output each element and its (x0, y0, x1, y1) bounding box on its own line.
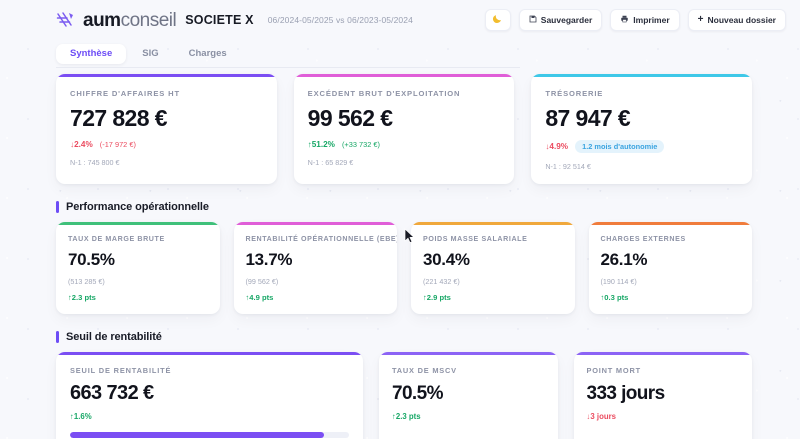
perf-card-charges-externes[interactable]: CHARGES EXTERNES 26.1% (190 114 €) ↑0.3 … (588, 222, 752, 315)
card-accent-bar (588, 222, 752, 225)
perf-card-rentabilite-ebe[interactable]: RENTABILITÉ OPÉRATIONNELLE (EBE) 13.7% (… (233, 222, 398, 315)
period-range: 06/2024-05/2025 vs 06/2023-05/2024 (267, 15, 413, 25)
kpi-value: 70.5% (68, 250, 115, 270)
seuil-card-rentabilite[interactable]: SEUIL DE RENTABILITÉ 663 732 € ↑1.6% ✓ M… (56, 352, 363, 439)
aumconseil-logo-icon (54, 9, 76, 31)
kpi-label: EXCÉDENT BRUT D'EXPLOITATION (307, 89, 461, 98)
section-title: Seuil de rentabilité (66, 331, 162, 344)
kpi-label: RENTABILITÉ OPÉRATIONNELLE (EBE) (245, 235, 398, 244)
tab-charges[interactable]: Charges (188, 48, 227, 59)
card-accent-bar (56, 352, 363, 355)
card-accent-bar (233, 222, 397, 225)
print-button-label: Imprimer (633, 15, 670, 25)
kpi-delta-points: ↑4.9 pts (245, 293, 274, 303)
kpi-previous-year: N-1 : 92 514 € (545, 162, 591, 172)
card-accent-bar (56, 74, 277, 77)
tab-sig[interactable]: SIG (142, 48, 159, 59)
kpi-delta: ↓4.9% (545, 142, 569, 152)
kpi-delta: ↓2.4% (70, 140, 93, 149)
card-accent-bar (531, 74, 752, 77)
card-accent-bar (293, 74, 515, 77)
section-title: Performance opérationnelle (66, 201, 209, 214)
kpi-card-tresorerie[interactable]: TRÉSORERIE 87 947 € ↓4.9% 1.2 mois d'aut… (531, 74, 752, 185)
kpi-value: 727 828 € (70, 105, 168, 131)
kpi-delta-points: ↑2.9 pts (423, 293, 451, 303)
perf-card-masse-salariale[interactable]: POIDS MASSE SALARIALE 30.4% (221 432 €) … (411, 222, 575, 315)
kpi-label: CHARGES EXTERNES (600, 235, 686, 244)
card-accent-bar (379, 352, 558, 355)
plus-icon: + (697, 14, 704, 25)
kpi-delta-points: ↑1.6% (70, 412, 92, 422)
kpi-value: 87 947 € (545, 105, 631, 131)
kpi-previous-year: N-1 : 65 829 € (307, 158, 354, 167)
section-accent-bar (56, 331, 59, 344)
brand-name-light: conseil (120, 9, 177, 31)
brand-name-bold: aum (83, 9, 121, 31)
kpi-value: 99 562 € (307, 105, 393, 131)
brand-name: aumconseil (83, 9, 177, 31)
kpi-value: 663 732 € (70, 382, 154, 405)
kpi-delta-points: ↑0.3 pts (600, 293, 629, 303)
kpi-delta-absolute: (-17 972 €) (99, 140, 136, 149)
dashboard-content: CHIFFRE D'AFFAIRES HT 727 828 € ↓2.4% (-… (0, 68, 800, 439)
kpi-delta-absolute: (+33 732 €) (341, 140, 380, 149)
new-folder-button[interactable]: + Nouveau dossier (687, 9, 786, 31)
theme-toggle-button[interactable] (484, 9, 511, 31)
performance-grid: TAUX DE MARGE BRUTE 70.5% (513 285 €) ↑2… (56, 222, 752, 315)
kpi-label: SEUIL DE RENTABILITÉ (70, 366, 172, 376)
kpi-label: TRÉSORERIE (545, 89, 604, 98)
seuil-card-taux-mscv[interactable]: TAUX DE MSCV 70.5% ↑2.3 pts (379, 352, 558, 439)
tabs-bar: Synthèse SIG Charges (0, 40, 800, 68)
progress-bar-track (70, 432, 349, 439)
seuil-grid: SEUIL DE RENTABILITÉ 663 732 € ↑1.6% ✓ M… (56, 352, 752, 439)
seuil-card-point-mort[interactable]: POINT MORT 333 jours ↓3 jours (573, 352, 752, 439)
progress-bar-fill (70, 432, 324, 439)
kpi-value: 13.7% (245, 250, 293, 270)
brand-logo-group[interactable]: aumconseil (54, 9, 177, 31)
tabs-divider (56, 67, 520, 68)
kpi-value: 333 jours (586, 383, 666, 405)
kpi-label: POINT MORT (586, 366, 641, 376)
app-header: aumconseil SOCIETE X 06/2024-05/2025 vs … (0, 0, 800, 40)
kpi-delta-points: ↓3 jours (586, 412, 616, 422)
kpi-label: CHIFFRE D'AFFAIRES HT (70, 89, 180, 98)
printer-icon (620, 15, 629, 25)
kpi-amount: (221 432 €) (423, 277, 460, 287)
tab-synthese[interactable]: Synthèse (56, 44, 127, 64)
card-accent-bar (411, 222, 575, 225)
top-kpi-grid: CHIFFRE D'AFFAIRES HT 727 828 € ↓2.4% (-… (56, 74, 752, 185)
print-button[interactable]: Imprimer (610, 9, 680, 31)
kpi-amount: (513 285 €) (68, 277, 105, 287)
moon-icon (492, 11, 503, 29)
kpi-previous-year: N-1 : 745 800 € (70, 158, 120, 167)
card-accent-bar (573, 352, 752, 355)
kpi-value: 70.5% (392, 383, 443, 405)
kpi-card-ebe[interactable]: EXCÉDENT BRUT D'EXPLOITATION 99 562 € ↑5… (293, 74, 515, 185)
autonomy-badge: 1.2 mois d'autonomie (575, 140, 665, 154)
kpi-amount: (99 562 €) (245, 277, 279, 287)
section-header-seuil: Seuil de rentabilité (56, 331, 752, 344)
card-accent-bar (56, 222, 220, 225)
save-button[interactable]: Sauvegarder (518, 9, 603, 31)
kpi-amount: (190 114 €) (600, 277, 637, 287)
section-accent-bar (56, 201, 59, 214)
kpi-value: 30.4% (423, 250, 470, 270)
kpi-delta: ↑51.2% (307, 140, 335, 149)
floppy-disk-icon (529, 15, 537, 25)
company-name: SOCIETE X (185, 13, 254, 27)
save-button-label: Sauvegarder (540, 15, 593, 25)
perf-card-marge-brute[interactable]: TAUX DE MARGE BRUTE 70.5% (513 285 €) ↑2… (56, 222, 220, 315)
section-header-performance: Performance opérationnelle (56, 201, 752, 214)
kpi-card-chiffre-affaires[interactable]: CHIFFRE D'AFFAIRES HT 727 828 € ↓2.4% (-… (56, 74, 277, 185)
new-folder-button-label: Nouveau dossier (707, 15, 777, 25)
kpi-label: POIDS MASSE SALARIALE (423, 235, 528, 244)
kpi-delta-points: ↑2.3 pts (392, 412, 421, 422)
kpi-label: TAUX DE MARGE BRUTE (68, 235, 165, 244)
tabs-list: Synthèse SIG Charges (56, 44, 800, 64)
kpi-label: TAUX DE MSCV (392, 366, 457, 376)
header-actions: Sauvegarder Imprimer + Nouveau dossier (484, 9, 786, 31)
kpi-value: 26.1% (600, 250, 648, 270)
kpi-delta-points: ↑2.3 pts (68, 293, 96, 303)
